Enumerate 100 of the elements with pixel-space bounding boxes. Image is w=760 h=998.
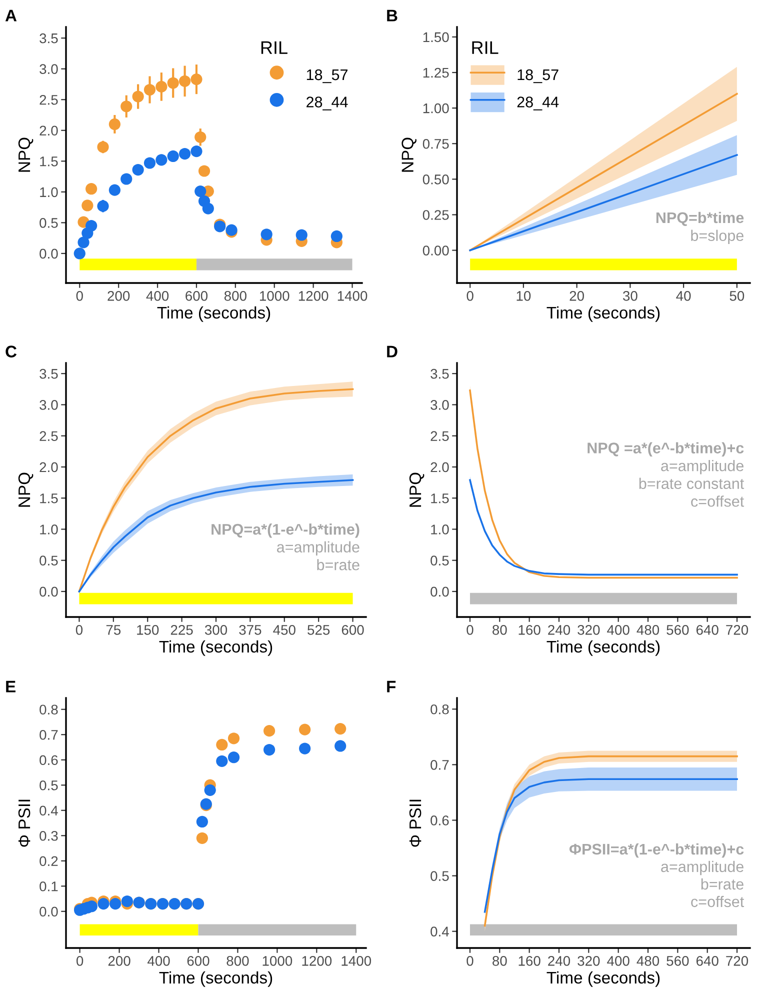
- legend-title: RIL: [261, 41, 288, 54]
- y-axis-title: NPQ: [402, 138, 416, 172]
- y-tick-label: 1.5: [40, 156, 58, 166]
- x-axis-title: Time (seconds): [546, 971, 660, 987]
- chart-title: A: [5, 10, 17, 22]
- x-tick-label: 320: [578, 625, 600, 635]
- y-tick-label: 1.50: [423, 32, 449, 42]
- y-tick-label: 2.5: [40, 431, 58, 442]
- y-tick-label: 1.0: [40, 524, 58, 534]
- x-tick-label: 50: [730, 291, 744, 301]
- y-tick-label: 3.0: [40, 400, 58, 410]
- y-tick-label: 0.0: [40, 586, 58, 597]
- y-tick-label: 0.8: [430, 704, 449, 714]
- x-tick-label: 480: [636, 625, 660, 635]
- annotation: b=rate: [317, 559, 360, 570]
- x-tick-label: 160: [518, 956, 540, 966]
- x-tick-label: 640: [696, 625, 718, 635]
- y-tick-label: 2.5: [430, 431, 449, 442]
- y-tick-label: 2.0: [430, 462, 449, 472]
- x-tick-label: 240: [548, 625, 570, 635]
- x-axis-title: Time (seconds): [159, 640, 272, 656]
- x-tick-label: 400: [147, 956, 170, 966]
- x-tick-label: 600: [186, 291, 208, 301]
- x-tick-label: 800: [224, 291, 246, 301]
- y-tick-label: 1.5: [431, 494, 449, 504]
- x-tick-label: 80: [492, 956, 507, 966]
- y-tick-label: 1.0: [40, 187, 58, 198]
- y-tick-label: 0.00: [422, 246, 449, 256]
- annotation: c=offset: [691, 896, 744, 908]
- y-tick-label: 3.0: [430, 400, 449, 410]
- annotation: c=offset: [691, 496, 744, 507]
- x-tick-label: 720: [726, 625, 748, 635]
- y-tick-label: 2.0: [40, 126, 58, 136]
- chart-title: D: [387, 346, 398, 358]
- y-tick-label: 0.7: [430, 760, 449, 770]
- y-tick-label: 3.5: [430, 368, 449, 379]
- y-axis-title: Φ PSII: [18, 800, 30, 847]
- y-tick-label: 1.0: [431, 524, 449, 534]
- y-tick-label: 0.8: [40, 704, 58, 715]
- x-tick-label: 800: [226, 956, 249, 966]
- y-tick-label: 0.7: [40, 730, 58, 740]
- annotation: NPQ=a*(1-e^-b*time): [212, 524, 360, 538]
- y-tick-label: 0.5: [40, 780, 58, 790]
- legend-label: 28_44: [517, 96, 559, 110]
- y-tick-label: 2.5: [40, 94, 58, 105]
- y-tick-label: 3.5: [40, 33, 58, 44]
- x-tick-label: 640: [696, 956, 718, 966]
- annotation: NPQ=b*time: [656, 212, 744, 226]
- chart-title: E: [6, 680, 16, 692]
- y-tick-label: 3.0: [40, 64, 58, 74]
- x-tick-label: 225: [170, 625, 193, 635]
- x-tick-label: 0: [466, 625, 474, 635]
- annotation: ΦPSII=a*(1-e^-b*time)+c: [569, 843, 744, 858]
- y-tick-label: 0.5: [40, 218, 58, 228]
- y-tick-label: 0.0: [40, 906, 58, 917]
- x-tick-label: 720: [726, 956, 748, 966]
- y-tick-label: 0.6: [430, 816, 449, 826]
- y-tick-label: 2.0: [40, 462, 58, 472]
- x-tick-label: 20: [570, 291, 584, 301]
- x-tick-label: 1000: [260, 291, 290, 301]
- y-tick-label: 0.2: [40, 856, 58, 866]
- x-tick-label: 600: [187, 956, 210, 966]
- x-tick-label: 560: [666, 625, 689, 635]
- legend-label: 28_44: [306, 96, 348, 110]
- y-tick-label: 0.3: [40, 830, 58, 841]
- y-axis-title: Φ PSII: [409, 800, 422, 847]
- x-tick-label: 10: [516, 291, 531, 301]
- y-tick-label: 3.5: [40, 368, 58, 379]
- annotation: a=amplitude: [661, 460, 744, 474]
- x-tick-label: 160: [518, 625, 540, 635]
- y-tick-label: 1.25: [423, 68, 449, 78]
- y-tick-label: 0.75: [422, 138, 449, 149]
- x-tick-label: 1000: [262, 956, 292, 966]
- x-tick-label: 150: [137, 625, 159, 635]
- x-tick-label: 400: [146, 291, 169, 301]
- x-tick-label: 0: [76, 291, 83, 301]
- y-tick-label: 0.4: [430, 926, 449, 937]
- y-tick-label: 1.5: [40, 494, 58, 504]
- annotation: b=slope: [691, 230, 744, 244]
- x-tick-label: 0: [76, 956, 84, 966]
- legend-label: 18_57: [306, 69, 348, 84]
- y-tick-label: 0.5: [40, 556, 58, 566]
- x-axis-title: Time (seconds): [546, 640, 660, 656]
- x-tick-label: 40: [676, 291, 691, 301]
- x-tick-label: 525: [308, 625, 330, 635]
- x-tick-label: 1200: [302, 956, 332, 966]
- y-tick-label: 0.4: [40, 806, 58, 816]
- x-tick-label: 400: [607, 956, 630, 966]
- y-tick-label: 0.5: [430, 871, 449, 881]
- y-tick-label: 0.6: [40, 755, 58, 766]
- x-tick-label: 1400: [342, 956, 372, 966]
- y-axis-title: NPQ: [18, 472, 34, 507]
- y-axis-title: NPQ: [18, 138, 34, 172]
- x-tick-label: 0: [76, 625, 83, 635]
- x-tick-label: 375: [239, 625, 262, 635]
- annotation: a=amplitude: [276, 541, 360, 556]
- x-axis-title: Time (seconds): [546, 306, 660, 322]
- y-tick-label: 0.5: [430, 556, 449, 566]
- x-tick-label: 200: [108, 956, 130, 966]
- chart-title: F: [387, 680, 396, 692]
